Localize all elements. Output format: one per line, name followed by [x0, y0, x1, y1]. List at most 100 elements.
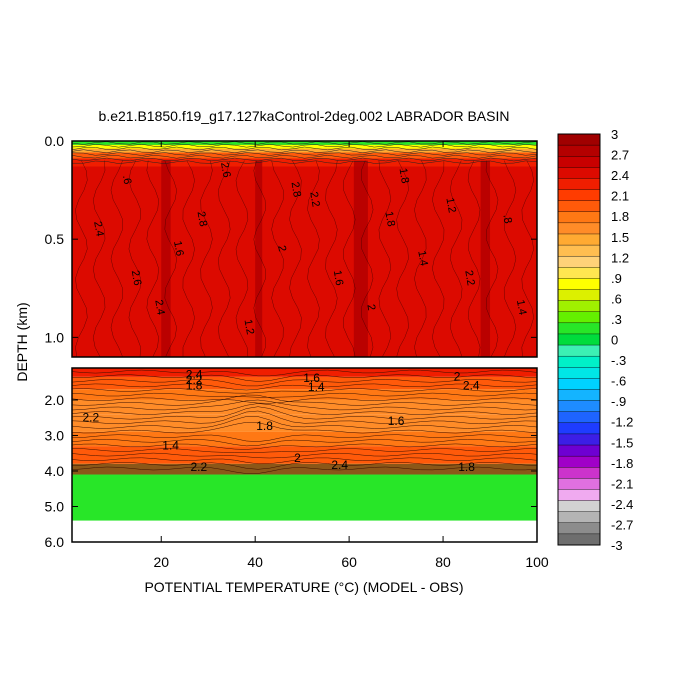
- surface-band: [72, 148, 537, 153]
- contour-label: 2: [364, 303, 377, 311]
- contour-line: [128, 160, 141, 357]
- contour-line: [72, 439, 537, 447]
- colorbar-swatch: [557, 189, 601, 202]
- upper-panel: 2.4 2.6 2.8 2 2.2 1.6 1.8 1.4 1.2 .8 .6 2.4 2.6 2.8 2 2…: [72, 141, 537, 357]
- contour-line: [521, 160, 534, 357]
- contour-line: [289, 160, 302, 357]
- x-tick-label: 20: [153, 554, 169, 570]
- contour-line: [72, 399, 537, 411]
- x-axis-label: POTENTIAL TEMPERATURE (°C) (MODEL - OBS): [144, 579, 463, 595]
- contour-line: [72, 374, 537, 382]
- contour-label: 1.4: [514, 299, 528, 316]
- upper-panel-frame: [71, 140, 538, 358]
- contour-line: [110, 160, 123, 357]
- contour-line: [72, 146, 537, 151]
- contour-label: 2.6: [218, 161, 232, 178]
- contour-label: 1.4: [162, 439, 179, 453]
- x-tick-label: 100: [525, 554, 549, 570]
- colorbar-tick-label: -.6: [611, 374, 626, 389]
- contour-line: [72, 452, 537, 459]
- contour-line: [449, 160, 463, 357]
- colorbar-tick-label: -.3: [611, 353, 626, 368]
- contour-line: [72, 462, 537, 470]
- colorbar-swatch: [557, 500, 601, 513]
- x-tick-label: 80: [435, 554, 451, 570]
- contour-line: [72, 466, 537, 474]
- colorbar-swatch: [557, 322, 601, 335]
- colorbar-swatch: [557, 367, 601, 379]
- contour-line: [253, 160, 266, 357]
- colorbar-swatch: [557, 389, 601, 402]
- contour-label: 1.4: [415, 250, 429, 267]
- depth-layer: [72, 474, 537, 521]
- contour-line: [485, 160, 499, 357]
- contour-label: 2.8: [288, 181, 302, 198]
- contour-line: [378, 160, 392, 357]
- colorbar-swatch: [557, 378, 601, 390]
- contour-label: 2.2: [462, 269, 476, 286]
- contour-label: 1.6: [303, 371, 320, 385]
- contour-line: [92, 160, 106, 357]
- contour-line: [72, 160, 537, 164]
- contour-label: 1.6: [331, 269, 345, 286]
- contour-line: [72, 448, 537, 453]
- contour-line: [396, 160, 409, 357]
- colorbar-frame: [557, 133, 601, 546]
- y-tick-label: 2.0: [45, 392, 65, 408]
- contour-line: [72, 422, 537, 434]
- colorbar-tick-label: 2.1: [611, 189, 629, 204]
- contour-line: [182, 160, 195, 357]
- contour-line: [72, 383, 537, 391]
- contour-line: [72, 434, 537, 442]
- contour-line: [72, 403, 537, 415]
- surface-band: [72, 158, 537, 167]
- contour-line: [414, 160, 427, 357]
- colorbar-swatch: [557, 433, 601, 446]
- colorbar-swatch: [557, 444, 601, 457]
- colorbar-swatch: [557, 267, 601, 279]
- colorbar-tick-label: .3: [611, 312, 622, 327]
- y-tick-label: 5.0: [45, 498, 65, 514]
- colorbar-tick-label: .9: [611, 271, 622, 286]
- contour-line: [72, 388, 537, 394]
- colorbar-swatch: [557, 355, 601, 368]
- colorbar-swatch: [557, 411, 601, 424]
- contour-label: 1.6: [171, 240, 185, 257]
- contour-line: [432, 160, 445, 357]
- no-data-region: [72, 520, 537, 542]
- contour-line: [72, 394, 537, 406]
- y-tick-label: 6.0: [45, 534, 65, 550]
- contour-label: 1.4: [308, 380, 325, 394]
- colorbar-swatch: [557, 478, 601, 490]
- colorbar-tick-label: 3: [611, 127, 618, 142]
- contour-line: [72, 397, 537, 404]
- colorbar-swatch: [557, 311, 601, 324]
- colorbar-swatch: [557, 255, 601, 268]
- contour-label: 1.8: [256, 419, 273, 433]
- y-tick-label: 0.0: [45, 133, 65, 149]
- contour-label: 2.4: [331, 458, 348, 472]
- colorbar-tick-label: -3: [611, 538, 623, 553]
- contour-label: 2.8: [195, 210, 209, 227]
- colorbar-tick-label: -2.7: [611, 517, 633, 532]
- contour-line: [72, 410, 537, 425]
- colorbar-tick-label: 1.8: [611, 209, 629, 224]
- warm-column: [255, 160, 263, 357]
- contour-line: [72, 152, 537, 156]
- contour-label: 2.4: [186, 368, 203, 382]
- colorbar-swatch: [557, 522, 601, 535]
- y-axis-label: DEPTH (km): [14, 302, 30, 381]
- contour-label: 1.8: [397, 167, 411, 184]
- surface-band: [72, 152, 537, 159]
- colorbar-swatch: [557, 167, 601, 179]
- x-tick-label: 60: [341, 554, 357, 570]
- y-axis: 0.0 0.5 1.0 2.0 3.0 4.0 5.0 6.0: [45, 133, 537, 550]
- depth-layer: [72, 446, 537, 464]
- contour-label: 1.6: [388, 414, 405, 428]
- colorbar-tick-label: 2.7: [611, 148, 629, 163]
- colorbar-swatch: [557, 511, 601, 524]
- colorbar-tick-label: -1.5: [611, 435, 633, 450]
- contour-line: [72, 443, 537, 450]
- contour-line: [503, 160, 517, 357]
